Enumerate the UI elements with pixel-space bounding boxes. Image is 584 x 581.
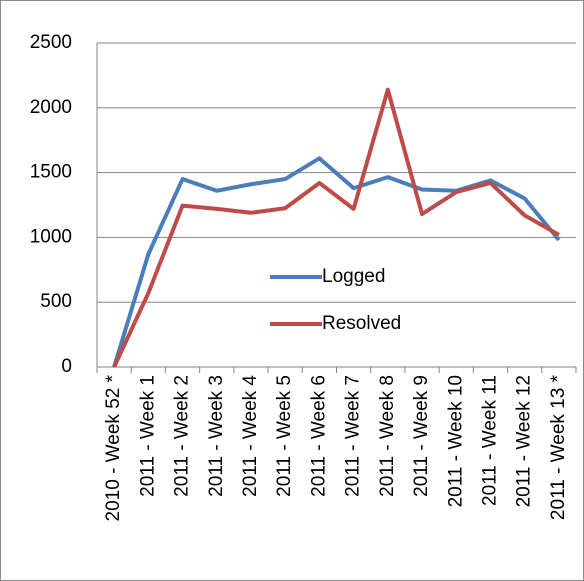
y-tick-label: 1500: [30, 162, 72, 183]
y-tick-label: 2500: [30, 32, 72, 53]
x-tick-label: 2011 - Week 10: [445, 375, 466, 507]
x-tick-label: 2011 - Week 6: [308, 375, 329, 497]
legend-label: Logged: [322, 266, 385, 287]
x-tick-label: 2011 - Week 12: [514, 375, 535, 507]
x-tick-label: 2011 - Week 9: [411, 375, 432, 497]
y-tick-label: 500: [40, 291, 72, 312]
y-tick-label: 2000: [30, 97, 72, 118]
x-tick-label: 2011 - Week 13 *: [548, 374, 569, 520]
x-tick-label: 2011 - Week 7: [343, 375, 364, 497]
y-tick-label: 1000: [30, 226, 72, 247]
x-tick-label: 2011 - Week 8: [377, 375, 398, 497]
x-tick-label: 2011 - Week 5: [274, 375, 295, 497]
x-tick-label: 2011 - Week 2: [172, 375, 193, 497]
series-line: [112, 156, 561, 368]
x-tick-label: 2010 - Week 52 *: [103, 374, 124, 521]
x-tick-label: 2011 - Week 1: [137, 375, 158, 497]
x-tick-label: 2011 - Week 4: [240, 375, 261, 497]
x-tick-label: 2011 - Week 11: [479, 375, 500, 506]
legend-label: Resolved: [322, 313, 401, 334]
x-tick-label: 2011 - Week 3: [206, 375, 227, 497]
y-tick-label: 0: [61, 356, 72, 377]
series-line: [112, 87, 560, 368]
